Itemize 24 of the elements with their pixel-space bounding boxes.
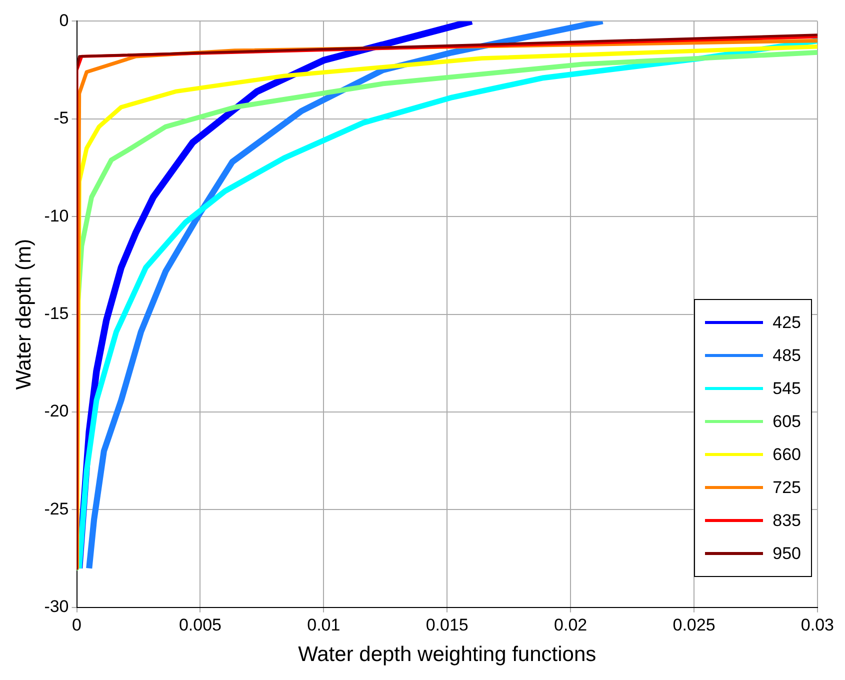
- x-tick-label: 0.005: [178, 615, 222, 634]
- y-tick-label: -30: [44, 597, 69, 616]
- x-axis-title: Water depth weighting functions: [298, 643, 596, 666]
- y-tick-label: 0: [59, 10, 69, 30]
- legend-label: 605: [772, 412, 801, 432]
- y-tick-label: -10: [44, 206, 69, 226]
- legend-label: 950: [772, 544, 801, 564]
- x-tick-label: 0.03: [800, 615, 834, 634]
- legend-label: 725: [772, 478, 801, 498]
- legend-label: 425: [772, 312, 801, 332]
- x-tick-label: 0.025: [672, 615, 716, 634]
- y-tick-label: -15: [44, 304, 69, 323]
- x-tick-label: 0: [72, 615, 82, 634]
- legend-label: 835: [772, 510, 801, 530]
- y-tick-label: -5: [54, 108, 69, 128]
- y-axis-title: Water depth (m): [12, 238, 36, 390]
- y-tick-label: -25: [44, 499, 69, 518]
- legend-label: 660: [772, 444, 801, 464]
- y-tick-label: -20: [44, 402, 69, 421]
- x-tick-label: 0.015: [426, 615, 468, 634]
- x-tick-label: 0.02: [554, 615, 588, 634]
- legend-label: 545: [772, 378, 801, 398]
- legend-label: 485: [772, 346, 801, 366]
- x-tick-label: 0.01: [307, 615, 340, 634]
